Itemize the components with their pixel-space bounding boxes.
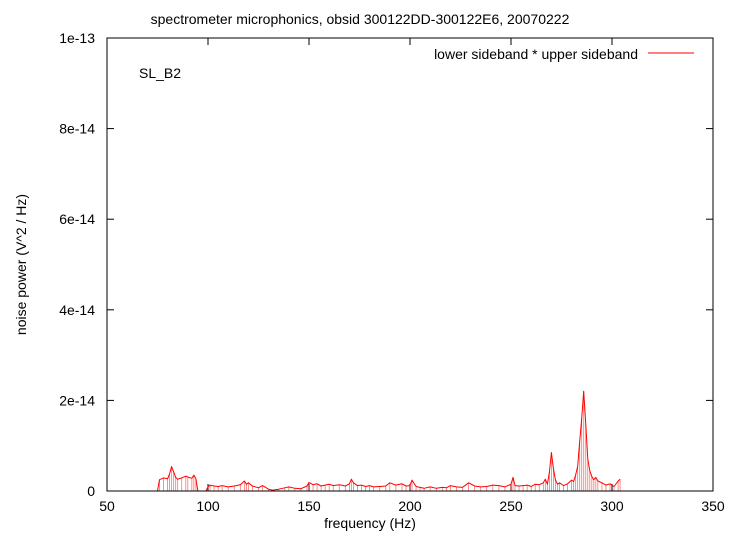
x-tick-label: 150 [297,498,321,514]
x-axis-label: frequency (Hz) [324,515,416,531]
y-tick-label: 1e-13 [59,30,95,46]
x-tick-label: 50 [99,498,115,514]
y-tick-label: 8e-14 [59,121,95,137]
x-tick-label: 200 [398,498,422,514]
x-tick-label: 100 [196,498,220,514]
y-tick-label: 6e-14 [59,211,95,227]
y-tick-label: 2e-14 [59,392,95,408]
y-tick-label: 4e-14 [59,302,95,318]
y-tick-label: 0 [87,483,95,499]
axis-ticks: 50 100 150 200 250 300 350 0 2e-14 4e-14 6e-14 8e-1… [59,30,725,514]
annotation-label: SL_B2 [139,65,181,81]
data-layer [157,390,621,492]
x-tick-label: 250 [499,498,523,514]
x-tick-label: 300 [600,498,624,514]
y-axis-label: noise power (V^2 / Hz) [13,194,29,335]
plot-frame [106,37,714,492]
legend-label: lower sideband * upper sideband [434,46,638,62]
chart-title: spectrometer microphonics, obsid 300122D… [151,11,570,27]
series-line [157,390,621,492]
x-tick-label: 350 [701,498,725,514]
